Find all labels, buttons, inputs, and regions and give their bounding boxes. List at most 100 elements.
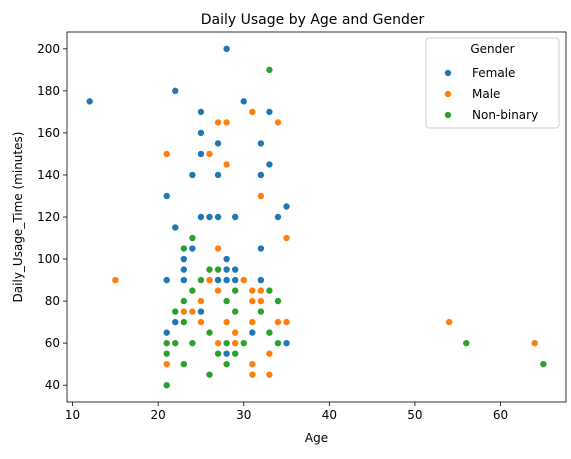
data-point-non-binary — [231, 286, 240, 295]
data-point-female — [179, 265, 188, 274]
data-point-non-binary — [273, 297, 282, 306]
data-point-male — [265, 349, 274, 358]
x-tick-label: 50 — [407, 408, 422, 422]
data-point-female — [196, 128, 205, 137]
data-point-male — [222, 318, 231, 327]
data-point-male — [196, 318, 205, 327]
y-tick-label: 100 — [37, 252, 60, 266]
data-point-female — [188, 244, 197, 253]
data-point-male — [162, 360, 171, 369]
data-point-female — [222, 255, 231, 264]
data-point-male — [231, 328, 240, 337]
data-point-non-binary — [171, 339, 180, 348]
data-point-non-binary — [171, 307, 180, 316]
data-point-male — [282, 234, 291, 243]
data-point-male — [256, 286, 265, 295]
data-point-male — [111, 276, 120, 285]
data-point-female — [273, 212, 282, 221]
y-tick-label: 200 — [37, 42, 60, 56]
data-point-male — [248, 318, 257, 327]
data-point-non-binary — [265, 286, 274, 295]
data-point-non-binary — [188, 286, 197, 295]
y-tick-label: 180 — [37, 84, 60, 98]
data-point-female — [196, 307, 205, 316]
x-tick-label: 30 — [236, 408, 251, 422]
data-point-non-binary — [214, 265, 223, 274]
data-point-female — [214, 212, 223, 221]
legend-label-female: Female — [472, 66, 515, 80]
data-point-non-binary — [179, 297, 188, 306]
data-point-male — [248, 360, 257, 369]
data-point-male — [214, 118, 223, 127]
data-point-male — [248, 297, 257, 306]
data-point-male — [205, 149, 214, 158]
data-point-male — [162, 149, 171, 158]
data-point-male — [205, 276, 214, 285]
data-point-non-binary — [222, 360, 231, 369]
x-tick-label: 60 — [493, 408, 508, 422]
data-point-non-binary — [265, 65, 274, 74]
axes-layer: 10 20 30 40 50 60 40 60 80 100 120 140 160 180 200 — [37, 31, 567, 422]
data-point-male — [179, 307, 188, 316]
legend-marker-female — [443, 69, 452, 78]
data-point-non-binary — [205, 265, 214, 274]
data-point-non-binary — [162, 349, 171, 358]
data-point-female — [179, 276, 188, 285]
data-point-non-binary — [256, 307, 265, 316]
data-point-male — [282, 318, 291, 327]
data-point-male — [273, 118, 282, 127]
x-tick-label: 10 — [65, 408, 80, 422]
data-point-non-binary — [162, 381, 171, 390]
data-point-male — [248, 107, 257, 116]
data-point-female — [214, 139, 223, 148]
data-point-female — [282, 202, 291, 211]
data-point-female — [171, 223, 180, 232]
data-point-non-binary — [231, 349, 240, 358]
data-point-male — [273, 318, 282, 327]
data-point-female — [214, 170, 223, 179]
data-point-male — [214, 244, 223, 253]
data-point-male — [256, 297, 265, 306]
y-tick-label: 120 — [37, 210, 60, 224]
data-point-female — [196, 107, 205, 116]
data-point-female — [231, 265, 240, 274]
data-point-non-binary — [222, 339, 231, 348]
legend-title: Gender — [470, 42, 514, 56]
data-point-female — [196, 212, 205, 221]
data-point-female — [222, 265, 231, 274]
data-point-non-binary — [222, 297, 231, 306]
legend-marker-non-binary — [443, 111, 452, 120]
data-point-male — [214, 286, 223, 295]
data-point-non-binary — [188, 339, 197, 348]
y-tick-label: 140 — [37, 168, 60, 182]
data-point-non-binary — [196, 276, 205, 285]
data-point-female — [179, 255, 188, 264]
data-point-female — [265, 160, 274, 169]
data-point-female — [231, 276, 240, 285]
data-point-non-binary — [239, 339, 248, 348]
data-point-female — [248, 328, 257, 337]
data-point-non-binary — [273, 339, 282, 348]
data-point-female — [265, 107, 274, 116]
y-tick-label: 40 — [45, 378, 60, 392]
data-point-female — [222, 276, 231, 285]
data-point-male — [222, 160, 231, 169]
y-tick-label: 160 — [37, 126, 60, 140]
data-point-female — [196, 149, 205, 158]
data-point-male — [196, 297, 205, 306]
data-point-non-binary — [205, 370, 214, 379]
legend-label-male: Male — [472, 87, 500, 101]
data-point-female — [188, 170, 197, 179]
data-point-female — [256, 139, 265, 148]
data-point-non-binary — [539, 360, 548, 369]
data-point-male — [222, 118, 231, 127]
data-point-male — [188, 307, 197, 316]
y-tick-label: 80 — [45, 294, 60, 308]
data-point-non-binary — [462, 339, 471, 348]
x-tick-label: 40 — [322, 408, 337, 422]
data-point-female — [231, 212, 240, 221]
data-point-male — [231, 339, 240, 348]
data-point-female — [162, 191, 171, 200]
